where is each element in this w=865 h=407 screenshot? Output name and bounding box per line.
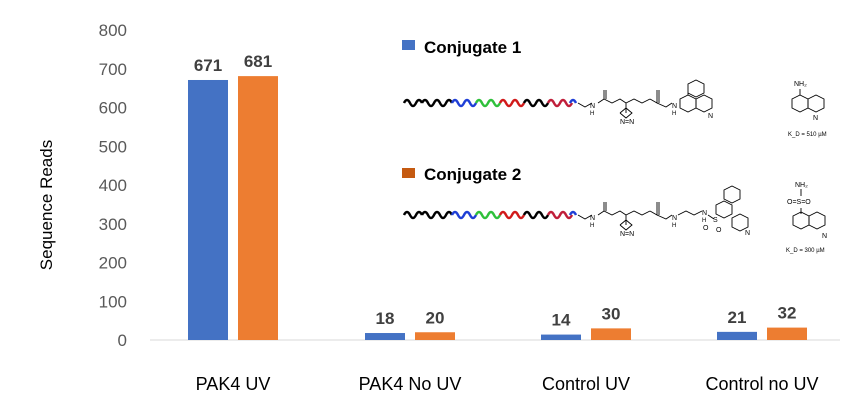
dna-helix-2 [402, 210, 578, 220]
c2-sulfonamide-h: H [702, 218, 706, 224]
bar-series: 671 681 18 20 14 30 21 32 [188, 52, 807, 341]
data-label: 30 [602, 304, 621, 323]
c2-amide-h1: H [590, 223, 594, 229]
ref1-ring-n: N [813, 115, 818, 122]
c1-ring-n: N [708, 113, 713, 120]
y-tick-label: 400 [99, 176, 127, 195]
y-tick-label: 500 [99, 137, 127, 156]
y-tick-label: 700 [99, 60, 127, 79]
c1-amide-h2: H [672, 111, 676, 117]
data-label: 14 [552, 311, 571, 330]
y-tick-label: 600 [99, 99, 127, 118]
c1-amide-n2: N [672, 103, 677, 110]
y-tick-label: 100 [99, 292, 127, 311]
c2-ring-n: N [745, 230, 750, 237]
ref1-amine: NH₂ [794, 81, 807, 88]
bar [188, 79, 228, 341]
bar [767, 327, 807, 340]
legend-label-conjugate-2: Conjugate 2 [424, 165, 521, 184]
c2-oxygen-2: O [716, 227, 722, 234]
c2-oxygen-1: O [703, 225, 709, 232]
y-tick-label: 300 [99, 215, 127, 234]
ref2-amine: NH₂ [795, 182, 808, 189]
y-axis-label: Sequence Reads [37, 140, 56, 270]
data-label: 681 [244, 52, 272, 71]
c2-sulfur: S [713, 217, 718, 224]
dna-helix-1 [402, 98, 578, 108]
y-tick-label: 0 [118, 331, 127, 350]
data-label: 18 [376, 309, 395, 328]
legend-marker-conjugate-2 [402, 168, 415, 178]
reference-compound-1: NH₂ N K_D = 510 µM [788, 81, 827, 138]
legend: Conjugate 1 Conjugate 2 [402, 38, 521, 184]
c2-amide-h2: H [672, 223, 676, 229]
c1-diazirine: N=N [620, 119, 634, 126]
c1-amide-h1: H [590, 111, 594, 117]
legend-label-conjugate-1: Conjugate 1 [424, 38, 521, 57]
data-label: 32 [778, 304, 797, 323]
bar [365, 333, 405, 340]
conjugate-2-structure: N H N=N N H N H S O O N [402, 185, 750, 238]
c1-amide-n1: N [590, 103, 595, 110]
bar [717, 331, 757, 340]
c2-diazirine: N=N [620, 231, 634, 238]
category-label: PAK4 UV [196, 374, 271, 394]
category-label: Control UV [542, 374, 630, 394]
y-tick-label: 200 [99, 254, 127, 273]
reference-compound-2: NH₂ O=S=O N K_D = 300 µM [786, 182, 827, 254]
y-tick-label: 800 [99, 21, 127, 40]
legend-marker-conjugate-1 [402, 40, 415, 50]
ref2-kd: K_D = 300 µM [786, 248, 825, 254]
category-labels: PAK4 UV PAK4 No UV Control UV Control no UV [196, 374, 819, 394]
ref2-ring-n: N [822, 233, 827, 240]
ref1-kd: K_D = 510 µM [788, 132, 827, 138]
data-label: 20 [426, 308, 445, 327]
bar [415, 332, 455, 340]
data-label: 21 [728, 308, 747, 327]
c2-amide-n2: N [672, 215, 677, 222]
y-axis-ticks: 0 100 200 300 400 500 600 700 800 [99, 21, 127, 350]
c2-amide-n1: N [590, 215, 595, 222]
bar [591, 328, 631, 340]
bar [541, 334, 581, 340]
conjugate-1-structure: N H N=N N H N [402, 79, 713, 126]
data-label: 671 [194, 56, 222, 75]
c2-sulfonamide-n: N [702, 210, 707, 217]
category-label: PAK4 No UV [359, 374, 462, 394]
category-label: Control no UV [705, 374, 818, 394]
ref2-sulfonyl: O=S=O [787, 199, 811, 206]
bar [238, 76, 278, 341]
